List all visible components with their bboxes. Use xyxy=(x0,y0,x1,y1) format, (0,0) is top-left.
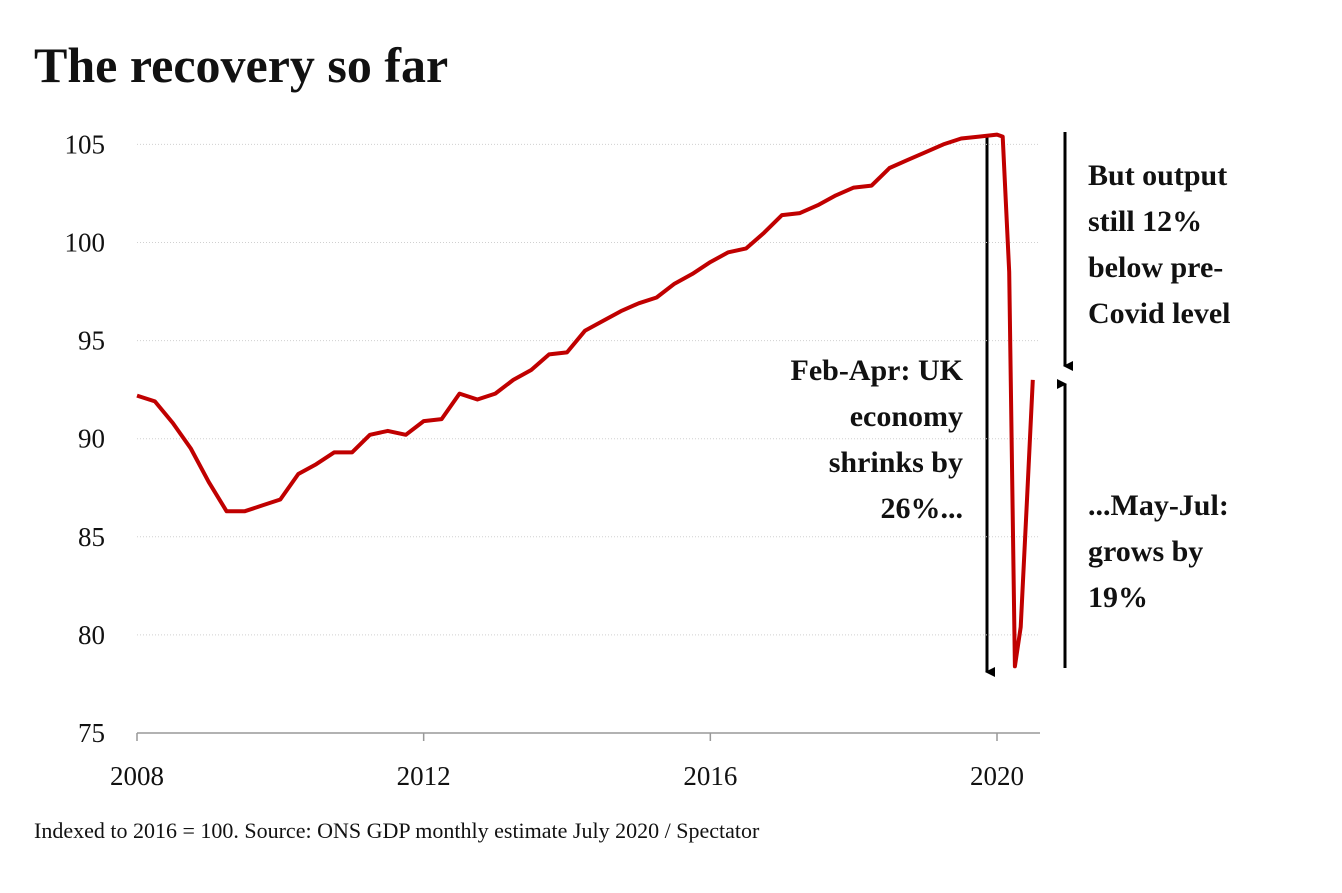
annotation: shrinks by xyxy=(829,446,963,479)
y-tick-label: 75 xyxy=(78,718,105,748)
annotation: still 12% xyxy=(1088,205,1202,238)
y-tick-label: 100 xyxy=(65,228,106,258)
y-tick-label: 80 xyxy=(78,620,105,650)
annotation: 19% xyxy=(1088,581,1148,614)
annotation: Covid level xyxy=(1088,297,1231,330)
source-note: Indexed to 2016 = 100. Source: ONS GDP m… xyxy=(34,818,760,843)
x-tick-label: 2020 xyxy=(970,761,1024,791)
data-line xyxy=(136,132,1035,669)
annotation: Feb-Apr: UK xyxy=(791,354,964,387)
y-tick-label: 95 xyxy=(78,326,105,356)
annotation: below pre- xyxy=(1088,251,1223,284)
annotation: grows by xyxy=(1088,535,1203,568)
x-tick-label: 2012 xyxy=(397,761,451,791)
y-tick-label: 90 xyxy=(78,424,105,454)
annotation: 26%... xyxy=(881,492,964,525)
y-tick-label: 85 xyxy=(78,522,105,552)
annotation: economy xyxy=(850,400,963,433)
annotation: ...May-Jul: xyxy=(1088,489,1229,522)
chart-title: The recovery so far xyxy=(34,37,448,93)
annotation: But output xyxy=(1088,159,1227,192)
x-tick-label: 2016 xyxy=(683,761,737,791)
x-tick-label: 2008 xyxy=(110,761,164,791)
y-tick-label: 105 xyxy=(65,129,106,159)
